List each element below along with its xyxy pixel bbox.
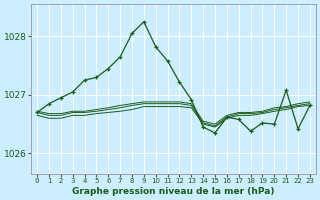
- X-axis label: Graphe pression niveau de la mer (hPa): Graphe pression niveau de la mer (hPa): [72, 187, 275, 196]
